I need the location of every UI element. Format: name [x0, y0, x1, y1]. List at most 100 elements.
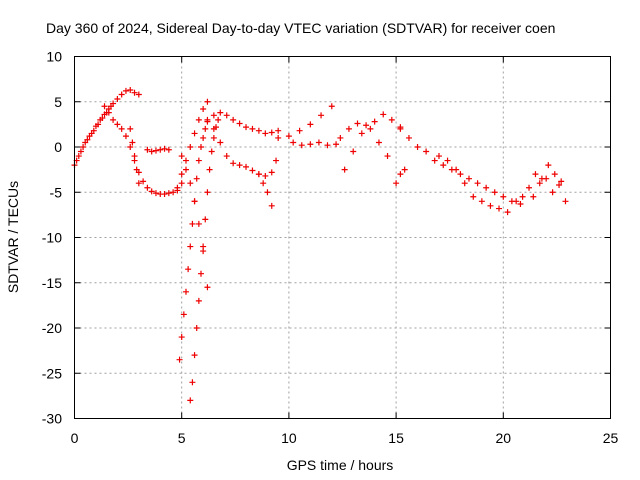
data-point [217, 109, 224, 116]
data-point [384, 153, 391, 160]
y-tick-label: 5 [54, 94, 62, 110]
data-point [290, 139, 297, 146]
data-point [393, 180, 400, 187]
data-point [380, 111, 387, 118]
data-point [354, 120, 361, 127]
data-point [95, 121, 102, 128]
data-point [358, 130, 365, 137]
series-arc-q [393, 166, 408, 187]
data-point [191, 130, 198, 137]
data-point [243, 124, 250, 131]
series-arc-s [435, 153, 511, 216]
data-point [255, 127, 262, 134]
data-point [165, 146, 172, 153]
data-point [478, 198, 485, 205]
data-point [180, 311, 187, 318]
data-point [223, 112, 230, 119]
data-point [243, 163, 250, 170]
data-point [144, 184, 151, 191]
y-tick-label: -10 [42, 230, 62, 246]
data-point [122, 133, 129, 140]
data-point [131, 89, 138, 96]
data-point [127, 144, 134, 150]
data-point [189, 220, 196, 227]
data-point [249, 125, 256, 132]
data-point [397, 171, 404, 178]
data-point [215, 116, 222, 123]
series-arc-d [127, 125, 142, 187]
data-point [513, 198, 520, 205]
data-point [176, 356, 183, 363]
data-point [230, 160, 237, 167]
data-point [101, 103, 108, 110]
series-arc-e [144, 145, 172, 155]
data-point [195, 220, 202, 227]
data-point [187, 397, 194, 404]
data-point [210, 112, 217, 119]
data-point [474, 180, 481, 187]
data-point [75, 153, 82, 160]
data-point [556, 182, 563, 189]
y-axis-label: SDTVAR / TECUs [5, 181, 21, 293]
data-point [500, 193, 507, 200]
y-tick-label: -30 [42, 411, 62, 427]
data-point [152, 147, 159, 154]
data-point [127, 125, 134, 132]
data-point [82, 139, 89, 146]
data-point [337, 134, 344, 141]
data-point [114, 121, 121, 128]
data-point [204, 189, 211, 196]
x-tick-label: 20 [496, 430, 512, 446]
data-point [182, 157, 189, 164]
data-point [118, 91, 125, 98]
series-arc-f [174, 98, 211, 191]
data-point [470, 193, 477, 200]
data-point [551, 171, 558, 178]
y-tick-label: -15 [42, 275, 62, 291]
data-point [178, 180, 185, 187]
data-point [178, 171, 185, 178]
data-point [249, 167, 256, 174]
data-point [135, 180, 142, 187]
data-point [133, 166, 140, 173]
data-point [202, 125, 209, 132]
data-point [435, 153, 442, 160]
data-point [268, 169, 275, 176]
data-point [170, 189, 177, 196]
data-point [255, 171, 262, 178]
data-point [558, 178, 565, 185]
series-arc-r [397, 125, 524, 208]
data-point [200, 243, 207, 250]
x-tick-label: 5 [178, 430, 186, 446]
data-point [324, 142, 331, 149]
series-arc-p [341, 125, 391, 173]
data-point [204, 284, 211, 291]
data-point [341, 166, 348, 173]
data-point [135, 91, 142, 98]
data-point [307, 141, 314, 148]
series-arc-m [275, 103, 335, 141]
x-tick-label: 15 [388, 430, 404, 446]
series-arc-t [513, 162, 569, 205]
data-point [195, 116, 202, 123]
data-point [519, 193, 526, 200]
data-point [204, 98, 211, 105]
data-point [187, 180, 194, 187]
data-point [465, 175, 472, 182]
data-point [457, 171, 464, 178]
data-point [187, 144, 194, 150]
series-arc-i [187, 116, 222, 404]
data-point [333, 141, 340, 148]
data-point [236, 120, 243, 127]
data-point [562, 198, 569, 205]
y-tick-labels: -30 -25 -20 -15 -10 -5 0 5 10 [42, 49, 62, 427]
data-point [127, 86, 134, 93]
data-point [264, 189, 271, 196]
data-point [114, 96, 121, 103]
data-point [140, 178, 147, 185]
data-point [367, 125, 374, 132]
data-point [530, 193, 537, 200]
data-point [122, 87, 129, 94]
data-point [174, 184, 181, 191]
data-point [161, 191, 168, 198]
